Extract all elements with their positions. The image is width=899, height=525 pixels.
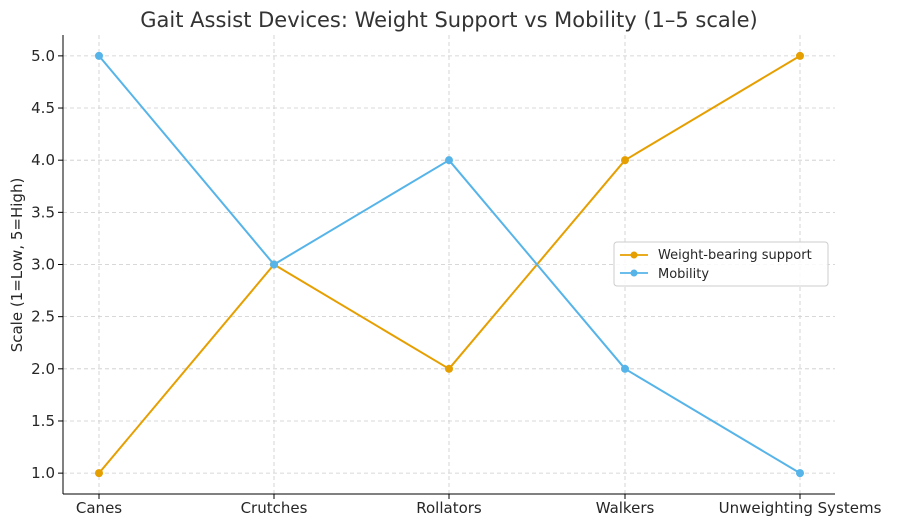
- data-point-mobility: [796, 469, 804, 477]
- x-tick-label: Rollators: [416, 499, 482, 517]
- chart-title: Gait Assist Devices: Weight Support vs M…: [140, 8, 757, 32]
- legend-marker-mobility: [631, 270, 638, 277]
- y-tick-label: 2.0: [31, 360, 55, 378]
- data-point-mobility: [621, 365, 629, 373]
- legend-label-mobility: Mobility: [658, 267, 709, 282]
- data-point-mobility: [95, 52, 103, 60]
- y-tick-label: 1.5: [31, 412, 55, 430]
- x-tick-label: Crutches: [241, 499, 308, 517]
- y-tick-label: 3.0: [31, 256, 55, 274]
- legend-marker-weight-support: [631, 252, 638, 259]
- x-tick-label: Walkers: [596, 499, 655, 517]
- y-tick-label: 1.0: [31, 464, 55, 482]
- y-tick-label: 5.0: [31, 47, 55, 65]
- x-tick-label: Canes: [76, 499, 122, 517]
- x-tick-label: Unweighting Systems: [719, 499, 882, 517]
- data-point-weight-bearing-support: [621, 156, 629, 164]
- data-point-weight-bearing-support: [445, 365, 453, 373]
- y-tick-label: 4.0: [31, 151, 55, 169]
- legend-label-weight-support: Weight-bearing support: [658, 248, 812, 263]
- data-point-mobility: [270, 261, 278, 269]
- legend: Weight-bearing support Mobility: [614, 242, 828, 286]
- y-tick-label: 2.5: [31, 308, 55, 326]
- data-point-mobility: [445, 156, 453, 164]
- chart: Gait Assist Devices: Weight Support vs M…: [0, 0, 899, 525]
- data-point-weight-bearing-support: [95, 469, 103, 477]
- y-tick-label: 4.5: [31, 99, 55, 117]
- data-point-weight-bearing-support: [796, 52, 804, 60]
- y-axis-label: Scale (1=Low, 5=High): [8, 178, 26, 353]
- y-tick-label: 3.5: [31, 203, 55, 221]
